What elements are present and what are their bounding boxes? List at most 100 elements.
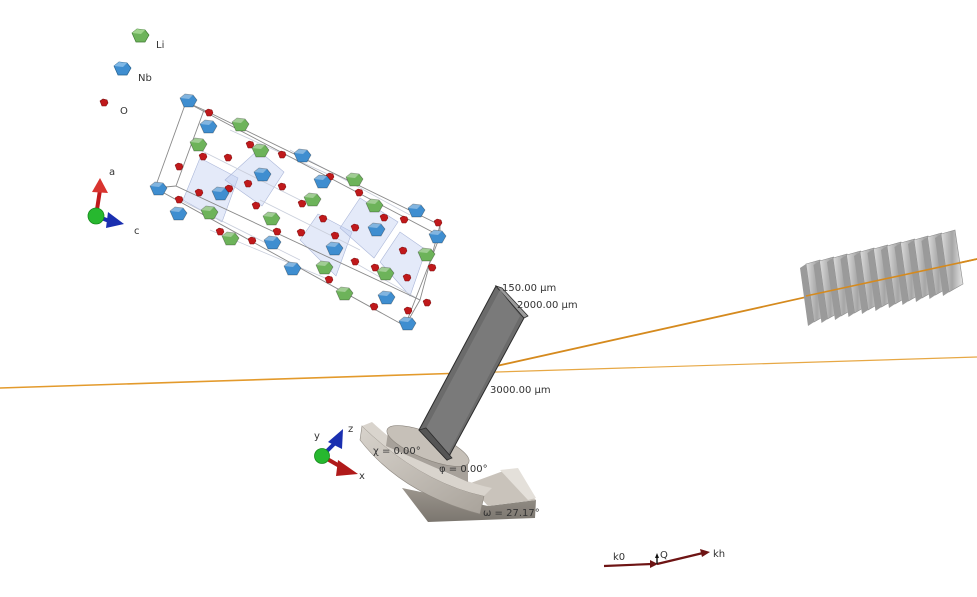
o-atom-icon — [247, 236, 257, 245]
o-atom-icon — [296, 228, 306, 237]
o-atom-icon — [245, 140, 255, 149]
li-atom-icon — [262, 211, 281, 226]
o-atom-icon — [277, 182, 287, 191]
b-axis-sphere-icon — [87, 207, 105, 225]
li-atom-icon — [221, 231, 240, 246]
o-atom-icon — [174, 162, 184, 171]
li-atom-icon — [251, 143, 270, 158]
o-atom-icon — [370, 263, 380, 272]
o-atom-icon — [354, 188, 364, 197]
nb-atom-icon — [428, 229, 447, 244]
lab-axis-label-y: y — [314, 431, 320, 442]
nb-atom-icon — [367, 222, 386, 237]
nb-atom-icon — [407, 203, 426, 218]
nb-atom-icon — [253, 167, 272, 182]
crystal-axis-label-c: c — [134, 226, 140, 237]
o-atom-icon — [379, 213, 389, 222]
o-atom-icon — [174, 195, 184, 204]
nb-atom-icon — [199, 119, 218, 134]
li-atom-icon — [315, 260, 334, 275]
crystal-axes-triad: a c — [87, 167, 140, 237]
o-atom-icon — [297, 199, 307, 208]
transmitted-beam — [464, 356, 977, 374]
legend-label-li: Li — [156, 40, 164, 51]
atom-legend: Li Nb O — [99, 28, 164, 117]
nb-atom-icon — [263, 235, 282, 250]
kh-vector — [656, 551, 704, 566]
c-axis-arrow-icon — [106, 212, 124, 228]
li-atom-icon — [417, 247, 436, 262]
o-atom-icon — [223, 153, 233, 162]
o-atom-icon — [324, 275, 334, 284]
li-atom-icon — [345, 172, 364, 187]
sample-thickness-label: 150.00 µm — [502, 283, 556, 294]
o-atom-icon — [204, 108, 214, 117]
omega-block — [468, 470, 536, 506]
nb-atom-icon — [313, 174, 332, 189]
o-atom-icon — [243, 179, 253, 188]
a-axis-arrow-icon — [92, 178, 108, 193]
k0-vector — [603, 562, 653, 568]
o-atom-icon — [350, 257, 360, 266]
nb-atom-icon — [113, 61, 132, 76]
lab-axis-label-x: x — [359, 471, 365, 482]
detector-fin — [935, 229, 964, 296]
o-atom-icon — [427, 263, 437, 272]
z-axis-arrow-icon — [328, 429, 343, 449]
lab-axes-triad: y z x — [314, 424, 365, 482]
lab-axis-label-z: z — [348, 424, 353, 435]
nb-atom-icon — [169, 206, 188, 221]
nb-atom-icon — [293, 148, 312, 163]
li-atom-icon — [189, 137, 208, 152]
nb-atom-icon — [325, 241, 344, 256]
sample-slab[interactable]: 150.00 µm 2000.00 µm 3000.00 µm — [418, 283, 578, 461]
li-atom-icon — [335, 286, 354, 301]
li-atom-icon — [365, 198, 384, 213]
o-atom-icon — [318, 214, 328, 223]
o-atom-icon — [277, 150, 287, 159]
li-atom-icon — [131, 28, 150, 43]
li-atom-icon — [303, 192, 322, 207]
x-axis-arrow-icon — [336, 460, 358, 476]
o-atom-icon — [398, 246, 408, 255]
crystal-structure-model[interactable] — [149, 93, 447, 331]
unit-cell-frame — [154, 101, 441, 327]
legend-item-o: O — [99, 98, 128, 117]
q-arrow-icon — [655, 553, 659, 558]
o-atom-icon — [215, 227, 225, 236]
detector[interactable] — [800, 229, 964, 326]
li-atom-icon — [231, 117, 250, 132]
o-atom-icon — [403, 306, 413, 315]
y-axis-sphere-icon — [314, 448, 330, 464]
kh-label: kh — [713, 549, 725, 560]
o-atom-icon — [402, 273, 412, 282]
o-atom-icon — [369, 302, 379, 311]
nb-atom-icon — [179, 93, 198, 108]
nb-atom-icon — [149, 181, 168, 196]
legend-item-li: Li — [131, 28, 164, 51]
q-label: Q — [660, 550, 668, 561]
o-atom-icon — [350, 223, 360, 232]
k0-label: k0 — [613, 552, 625, 563]
kh-arrow-icon — [700, 549, 710, 557]
o-atom-icon — [251, 201, 261, 210]
li-atom-icon — [200, 205, 219, 220]
k0-arrow-icon — [650, 560, 658, 568]
nb-atom-icon — [283, 261, 302, 276]
o-atom-icon — [99, 98, 109, 107]
atoms — [149, 93, 447, 331]
chi-angle-label: χ = 0.00° — [373, 446, 421, 457]
o-atom-icon — [198, 152, 208, 161]
diffracted-beam-on-detector — [805, 258, 977, 297]
goniometer[interactable] — [359, 417, 536, 522]
o-atom-icon — [422, 298, 432, 307]
legend-item-nb: Nb — [113, 61, 152, 84]
o-atom-icon — [399, 215, 409, 224]
nb-atom-icon — [398, 316, 417, 331]
incident-beam — [0, 372, 466, 389]
scattering-vector-diagram: k0 Q kh — [603, 549, 725, 568]
o-atom-icon — [330, 231, 340, 240]
o-atom-icon — [433, 218, 443, 227]
o-atom-icon — [194, 188, 204, 197]
